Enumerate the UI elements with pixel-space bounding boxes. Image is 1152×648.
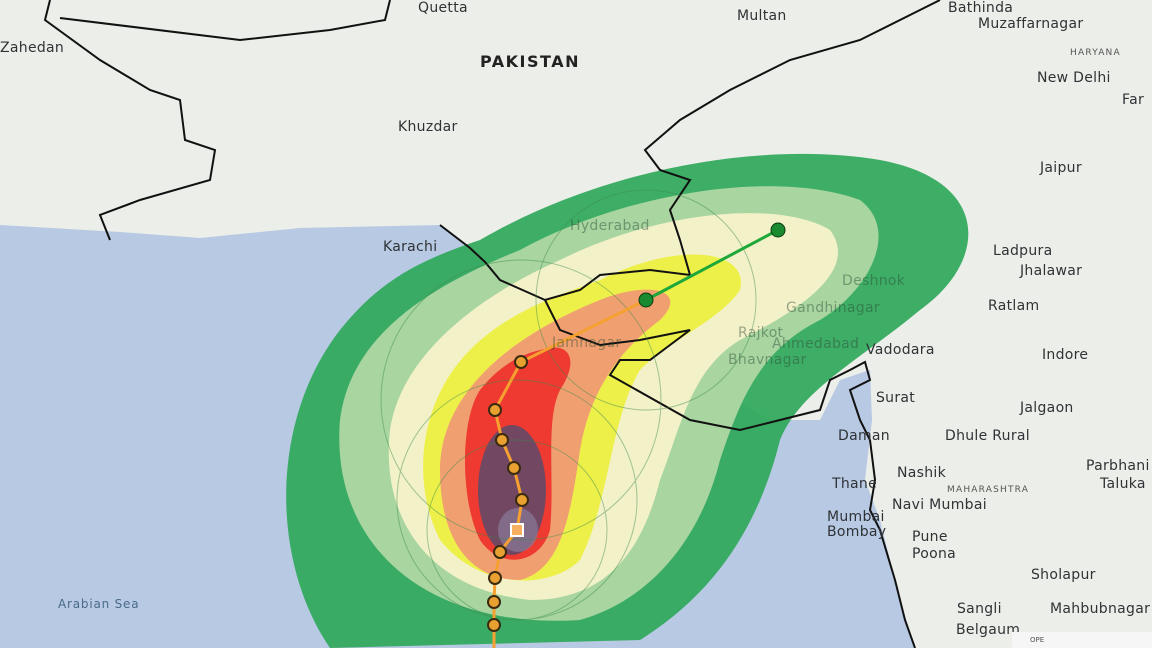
city-label-faint: Deshnok bbox=[842, 273, 906, 289]
city-label: Khuzdar bbox=[398, 119, 458, 135]
city-label: Navi Mumbai bbox=[892, 497, 987, 513]
city-label: Nashik bbox=[897, 465, 947, 481]
city-label: Pune bbox=[912, 529, 948, 545]
cyclone-point-icon[interactable] bbox=[488, 403, 502, 417]
current-position-icon[interactable] bbox=[510, 523, 524, 537]
country-borders bbox=[43, 0, 941, 648]
city-label: Parbhani bbox=[1086, 458, 1150, 474]
rainfall-swath bbox=[286, 153, 969, 648]
forecast-point-icon[interactable] bbox=[770, 222, 786, 238]
cyclone-point-icon[interactable] bbox=[514, 355, 528, 369]
city-label: Jalgaon bbox=[1020, 400, 1074, 416]
city-label: Bombay bbox=[827, 524, 887, 540]
forecast-point-icon[interactable] bbox=[638, 292, 654, 308]
cyclone-point-icon[interactable] bbox=[488, 571, 502, 585]
city-label: Bathinda bbox=[948, 0, 1014, 16]
city-label: Quetta bbox=[418, 0, 468, 16]
city-label: Jaipur bbox=[1040, 160, 1082, 176]
city-label: Multan bbox=[737, 8, 787, 24]
cyclone-point-icon[interactable] bbox=[493, 545, 507, 559]
city-label: Sholapur bbox=[1031, 567, 1096, 583]
city-label: Indore bbox=[1042, 347, 1089, 363]
city-label: Poona bbox=[912, 546, 957, 562]
cyclone-point-icon[interactable] bbox=[487, 595, 501, 609]
city-label-faint: Rajkot bbox=[738, 325, 784, 341]
cyclone-point-icon[interactable] bbox=[515, 493, 529, 507]
city-label: New Delhi bbox=[1037, 70, 1111, 86]
city-label: Mumbai bbox=[827, 509, 885, 525]
city-label-faint: Jamnagar bbox=[552, 335, 622, 351]
cyclone-point-icon[interactable] bbox=[495, 433, 509, 447]
forecast-circles bbox=[380, 189, 757, 621]
forecast-track-line bbox=[645, 228, 779, 302]
city-label: Taluka bbox=[1100, 476, 1146, 492]
city-label-faint: Ahmedabad bbox=[772, 336, 860, 352]
city-label: Karachi bbox=[383, 239, 438, 255]
city-label: Ratlam bbox=[988, 298, 1040, 314]
city-label: Daman bbox=[838, 428, 890, 444]
state-label: HARYANA bbox=[1070, 48, 1121, 58]
city-label: Dhule Rural bbox=[945, 428, 1030, 444]
city-label: Mahbubnagar bbox=[1050, 601, 1151, 617]
city-label: Zahedan bbox=[0, 40, 65, 56]
city-label: Surat bbox=[876, 390, 916, 406]
city-label: Far bbox=[1122, 92, 1145, 108]
city-label: Sangli bbox=[957, 601, 1002, 617]
city-label: Ladpura bbox=[993, 243, 1053, 259]
city-label-faint: Hyderabad bbox=[570, 218, 650, 234]
storm-track bbox=[487, 222, 786, 648]
country-label: PAKISTAN bbox=[480, 52, 580, 71]
city-label: Jhalawar bbox=[1020, 263, 1083, 279]
map-attribution: OPE bbox=[1012, 632, 1152, 648]
cyclone-point-icon[interactable] bbox=[507, 461, 521, 475]
city-label-faint: Bhavnagar bbox=[728, 352, 807, 368]
city-label: Belgaum bbox=[956, 622, 1021, 638]
cyclone-point-icon[interactable] bbox=[487, 618, 501, 632]
state-label: MAHARASHTRA bbox=[947, 485, 1030, 495]
city-label: Thane bbox=[832, 476, 877, 492]
city-label-faint: Gandhinagar bbox=[786, 300, 880, 316]
city-label: Vadodara bbox=[866, 342, 935, 358]
city-label: Muzaffarnagar bbox=[978, 16, 1084, 32]
sea-label: Arabian Sea bbox=[58, 597, 140, 611]
